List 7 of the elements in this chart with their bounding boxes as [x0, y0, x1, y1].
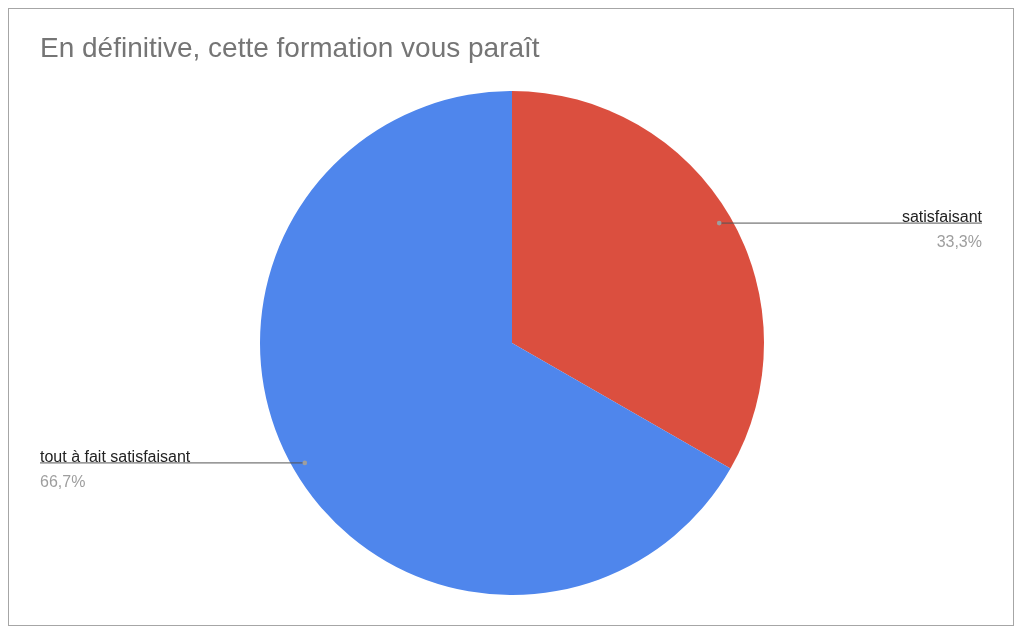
- slice-label: tout à fait satisfaisant: [40, 447, 191, 465]
- data-label: 33,3%: [936, 233, 982, 251]
- data-label: 66,7%: [40, 472, 86, 490]
- pie-slice: [512, 91, 764, 469]
- pie-slice: [260, 91, 731, 595]
- chart-title: En définitive, cette formation vous paraît: [40, 32, 540, 63]
- slice-label: satisfaisant: [901, 208, 983, 226]
